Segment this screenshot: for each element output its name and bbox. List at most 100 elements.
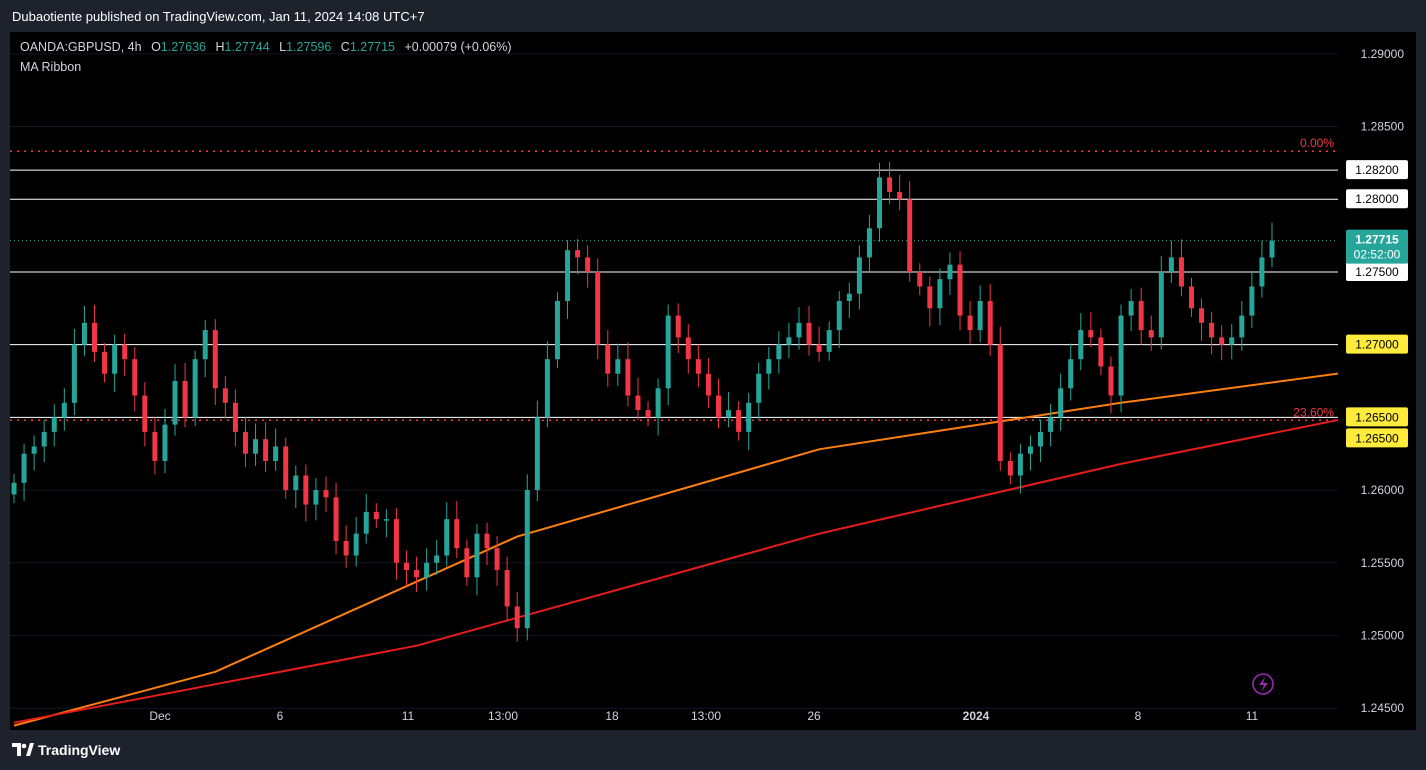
candle <box>534 400 540 502</box>
candle <box>766 346 772 390</box>
candle <box>1188 277 1194 318</box>
time-tick: Dec <box>149 709 170 723</box>
indicator-label[interactable]: MA Ribbon <box>20 60 82 74</box>
level-price-label[interactable]: 1.28200 <box>1346 160 1408 180</box>
countdown-text: 02:52:00 <box>1354 248 1401 262</box>
chart-legend[interactable]: OANDA:GBPUSD, 4h O1.27636 H1.27744 L1.27… <box>20 38 512 78</box>
candle <box>695 344 701 388</box>
candle <box>1027 435 1033 471</box>
current-price-bg <box>1346 229 1408 264</box>
candle-body <box>152 431 158 461</box>
candle <box>1068 343 1074 401</box>
time-axis[interactable]: Dec 6 11 13:00 18 13:00 26 2024 8 11 <box>149 709 1258 723</box>
candle-body <box>877 177 883 229</box>
candle-body <box>102 351 108 374</box>
candle <box>615 343 621 386</box>
time-tick: 26 <box>807 709 821 723</box>
candle <box>293 465 299 509</box>
candle <box>353 516 359 567</box>
candle <box>162 408 168 474</box>
level-price-label[interactable]: 1.26500 <box>1346 407 1408 427</box>
candle <box>947 252 953 295</box>
level-label-bg <box>1346 407 1408 427</box>
candle <box>917 263 923 296</box>
candle-body <box>625 359 631 396</box>
candle <box>866 214 872 272</box>
candle-body <box>544 359 550 418</box>
chart-area[interactable]: 0.00% 23.60% 1.29000 1.28500 1.28000 1.27500… <box>10 32 1424 730</box>
fibonacci-levels[interactable]: 0.00% 23.60% <box>10 136 1338 422</box>
candle-body <box>957 264 963 316</box>
candle <box>1048 403 1054 447</box>
time-tick: 8 <box>1135 709 1142 723</box>
candle-body <box>1017 453 1023 476</box>
tradingview-logo[interactable]: TradingView <box>12 742 120 758</box>
candle-body <box>494 548 500 571</box>
candle-body <box>303 475 309 505</box>
candle <box>816 326 822 362</box>
candle-body <box>565 250 571 302</box>
candle-body <box>263 439 269 461</box>
high-value: 1.27744 <box>224 40 270 54</box>
candle-body <box>41 431 47 447</box>
candle-body <box>444 519 450 556</box>
candle <box>424 548 430 591</box>
candle <box>403 550 409 586</box>
candle <box>675 303 681 354</box>
time-tick: 18 <box>605 709 619 723</box>
horizontal-levels[interactable] <box>10 169 1338 418</box>
candle-body <box>92 322 98 352</box>
candle-body <box>313 490 319 505</box>
candle <box>907 181 913 282</box>
candle-body <box>907 199 913 272</box>
candle <box>524 474 530 641</box>
candle-body <box>726 410 732 418</box>
candle-body <box>273 446 279 461</box>
candle <box>967 301 973 344</box>
level-price-label[interactable]: 1.28000 <box>1346 189 1408 209</box>
candle-body <box>253 439 259 454</box>
candle <box>977 285 983 343</box>
interval-label[interactable]: 4h <box>127 40 142 54</box>
candle-body <box>182 381 188 418</box>
candle-body <box>383 519 389 521</box>
candle <box>152 417 158 475</box>
candle-body <box>796 322 802 338</box>
candle <box>1098 328 1104 376</box>
candle <box>715 378 721 429</box>
candle <box>655 378 661 436</box>
candle-body <box>816 344 822 352</box>
indicator-row[interactable]: MA Ribbon <box>20 58 512 78</box>
candle <box>92 304 98 362</box>
candle-body <box>363 511 369 534</box>
lightning-icon[interactable] <box>1252 673 1274 695</box>
fib-label: 0.00% <box>1300 136 1334 150</box>
level-label-bg <box>1346 428 1408 448</box>
candle-body <box>1058 388 1064 418</box>
candle-body <box>1118 315 1124 396</box>
candle <box>796 307 802 350</box>
candle-body <box>766 359 772 374</box>
candle-body <box>414 570 420 578</box>
price-axis[interactable]: 1.29000 1.28500 1.28000 1.27500 1.27000 1.265… <box>1338 32 1416 730</box>
chart-svg[interactable]: 0.00% 23.60% 1.29000 1.28500 1.28000 1.27500… <box>10 32 1424 730</box>
candle <box>1239 301 1245 351</box>
level-price-label[interactable]: 1.26500 <box>1346 428 1408 448</box>
symbol-label[interactable]: OANDA:GBPUSD <box>20 40 121 54</box>
candle <box>957 251 963 331</box>
candle <box>595 258 601 360</box>
candle-body <box>202 330 208 360</box>
candle-body <box>1219 337 1225 345</box>
candle <box>504 556 510 621</box>
candle-body <box>1007 460 1013 476</box>
candle <box>987 284 993 356</box>
candle <box>1158 256 1164 350</box>
candle-body <box>434 555 440 563</box>
candle <box>806 305 812 356</box>
level-price-label[interactable]: 1.27500 <box>1346 261 1408 281</box>
candle-body <box>504 570 510 607</box>
level-price-label[interactable]: 1.27000 <box>1346 334 1408 354</box>
candle <box>41 419 47 463</box>
candle <box>383 509 389 538</box>
